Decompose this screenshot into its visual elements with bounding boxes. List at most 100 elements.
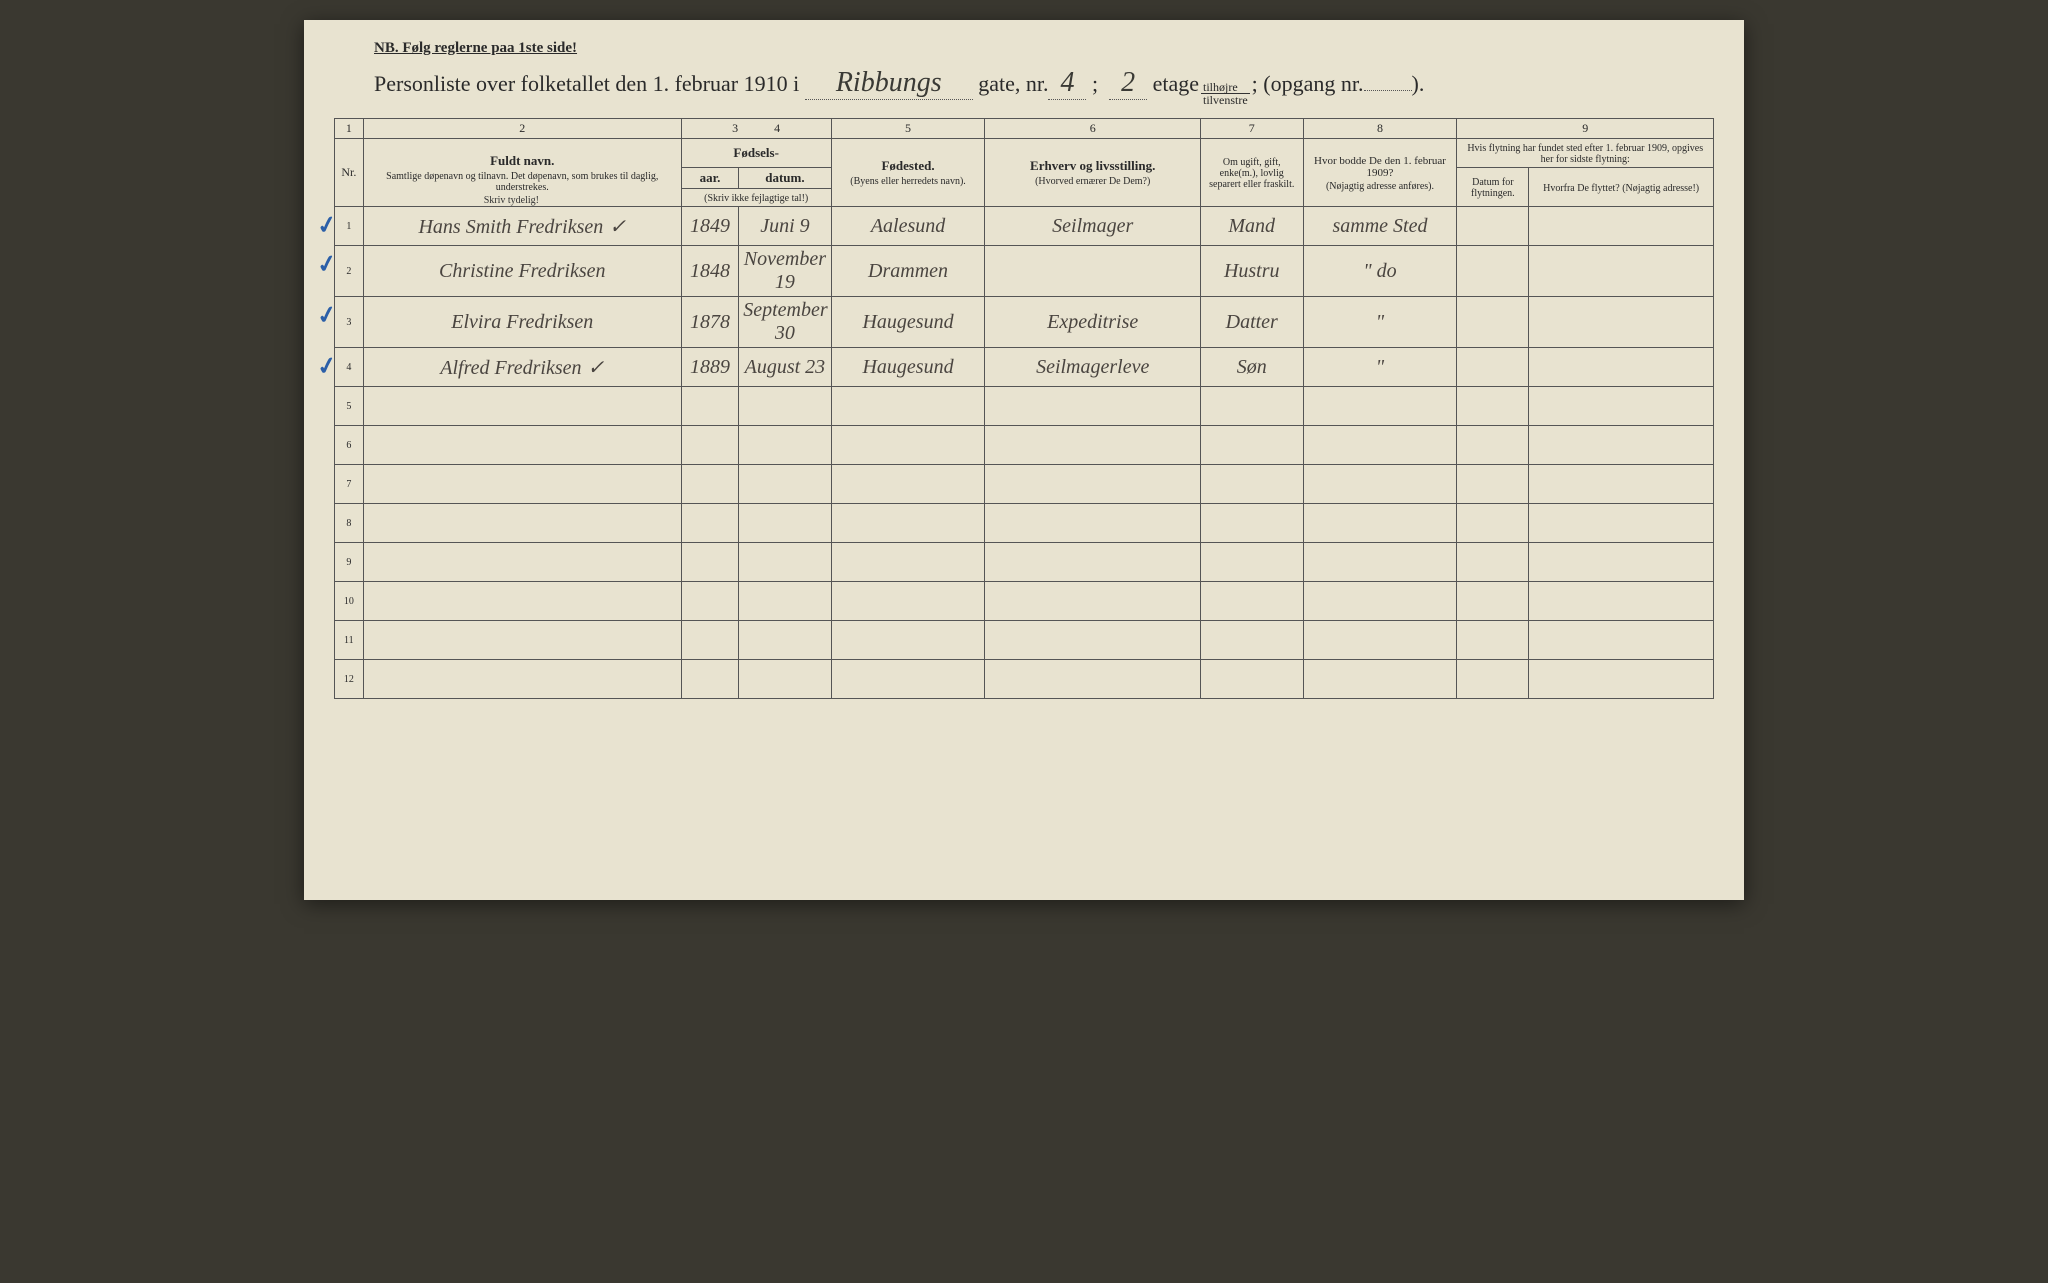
cell-fodested [831, 387, 985, 426]
cell-datum [739, 465, 831, 504]
cell-datum [739, 621, 831, 660]
cell-aar [681, 465, 738, 504]
cell-hvor [1303, 426, 1457, 465]
colnum-5: 5 [831, 119, 985, 139]
cell-flyt-hvorfra [1529, 246, 1714, 297]
cell-status [1200, 582, 1303, 621]
cell-flyt-datum [1457, 426, 1529, 465]
cell-flyt-hvorfra [1529, 465, 1714, 504]
cell-erhverv [985, 465, 1200, 504]
table-row: 3✓Elvira Fredriksen1878September 30Hauge… [335, 297, 1714, 348]
row-number: 3✓ [335, 297, 364, 348]
street-name: Ribbungs [805, 67, 973, 100]
cell-name [363, 387, 681, 426]
checkmark-icon: ✓ [315, 350, 340, 382]
cell-name: Skriv tydelig!Hans Smith Fredriksen✓ [363, 207, 681, 246]
cell-erhverv [985, 387, 1200, 426]
nb-header: NB. Følg reglerne paa 1ste side! [374, 40, 1714, 57]
cell-flyt-datum [1457, 621, 1529, 660]
th-nr: Nr. [335, 139, 364, 207]
th-fodested: Fødested. (Byens eller herredets navn). [831, 139, 985, 207]
cell-erhverv: Seilmager [985, 207, 1200, 246]
th-flyt-datum: Datum for flytningen. [1457, 168, 1529, 207]
cell-status [1200, 426, 1303, 465]
row-number: 6 [335, 426, 364, 465]
colnum-1: 1 [335, 119, 364, 139]
cell-erhverv: Seilmagerleve [985, 348, 1200, 387]
cell-fodested [831, 621, 985, 660]
row-number: 11 [335, 621, 364, 660]
cell-aar [681, 426, 738, 465]
cell-datum: Juni 9 [739, 207, 831, 246]
row-number: 12 [335, 660, 364, 699]
cell-datum [739, 426, 831, 465]
th-flyt: Hvis flytning har fundet sted efter 1. f… [1457, 139, 1714, 168]
table-body: 1✓Skriv tydelig!Hans Smith Fredriksen✓18… [335, 207, 1714, 699]
cell-flyt-hvorfra [1529, 348, 1714, 387]
cell-datum [739, 504, 831, 543]
cell-flyt-datum [1457, 207, 1529, 246]
table-head: 1 2 3 4 5 6 7 8 9 Nr. Fuldt navn. Samtli… [335, 119, 1714, 207]
cell-aar [681, 387, 738, 426]
checkmark-icon: ✓ [315, 209, 340, 241]
cell-aar [681, 660, 738, 699]
cell-flyt-datum [1457, 297, 1529, 348]
cell-aar [681, 504, 738, 543]
opgang-number [1364, 90, 1412, 91]
cell-hvor: samme Sted [1303, 207, 1457, 246]
cell-erhverv [985, 543, 1200, 582]
cell-status: Hustru [1200, 246, 1303, 297]
row-number: 10 [335, 582, 364, 621]
side-fraction: tilhøjre tilvenstre [1201, 81, 1250, 106]
cell-name: Elvira Fredriksen [363, 297, 681, 348]
colnum-7: 7 [1200, 119, 1303, 139]
row-number: 1✓ [335, 207, 364, 246]
cell-flyt-hvorfra [1529, 426, 1714, 465]
th-status: Om ugift, gift, enke(m.), lovlig separer… [1200, 139, 1303, 207]
cell-fodested [831, 660, 985, 699]
th-fodsels: Fødsels- [681, 139, 831, 168]
cell-name [363, 504, 681, 543]
cell-aar: 1849 [681, 207, 738, 246]
title-prefix: Personliste over folketallet den 1. febr… [374, 71, 799, 97]
cell-erhverv: Expeditrise [985, 297, 1200, 348]
etage-number: 2 [1109, 67, 1147, 100]
cell-erhverv [985, 504, 1200, 543]
row-number: 2✓ [335, 246, 364, 297]
gate-number: 4 [1048, 67, 1086, 100]
form-title: Personliste over folketallet den 1. febr… [374, 67, 1714, 110]
cell-datum [739, 543, 831, 582]
th-flyt-hvorfra: Hvorfra De flyttet? (Nøjagtig adresse!) [1529, 168, 1714, 207]
table-row: 1✓Skriv tydelig!Hans Smith Fredriksen✓18… [335, 207, 1714, 246]
cell-fodested: Haugesund [831, 297, 985, 348]
cell-name: Christine Fredriksen [363, 246, 681, 297]
cell-hvor [1303, 543, 1457, 582]
gate-label: gate, nr. [978, 71, 1048, 97]
cell-hvor [1303, 387, 1457, 426]
colnum-9: 9 [1457, 119, 1714, 139]
row-number: 4✓ [335, 348, 364, 387]
row-number: 5 [335, 387, 364, 426]
cell-name [363, 543, 681, 582]
cell-aar: 1848 [681, 246, 738, 297]
cell-name: Alfred Fredriksen✓ [363, 348, 681, 387]
cell-name [363, 426, 681, 465]
colnum-8: 8 [1303, 119, 1457, 139]
cell-fodested [831, 543, 985, 582]
cell-hvor [1303, 465, 1457, 504]
row-number: 8 [335, 504, 364, 543]
cell-fodested: Aalesund [831, 207, 985, 246]
th-aar: aar. [681, 168, 738, 189]
cell-status [1200, 387, 1303, 426]
table-row: 4✓Alfred Fredriksen✓1889August 23Haugesu… [335, 348, 1714, 387]
colnum-2: 2 [363, 119, 681, 139]
table-row: 12 [335, 660, 1714, 699]
cell-name [363, 465, 681, 504]
etage-label: etage [1153, 71, 1199, 97]
checkmark-icon: ✓ [315, 248, 340, 280]
cell-erhverv [985, 660, 1200, 699]
cell-aar [681, 543, 738, 582]
th-aar-sub: (Skriv ikke fejlagtige tal!) [681, 189, 831, 207]
checkmark-icon: ✓ [315, 299, 340, 331]
cell-flyt-hvorfra [1529, 543, 1714, 582]
